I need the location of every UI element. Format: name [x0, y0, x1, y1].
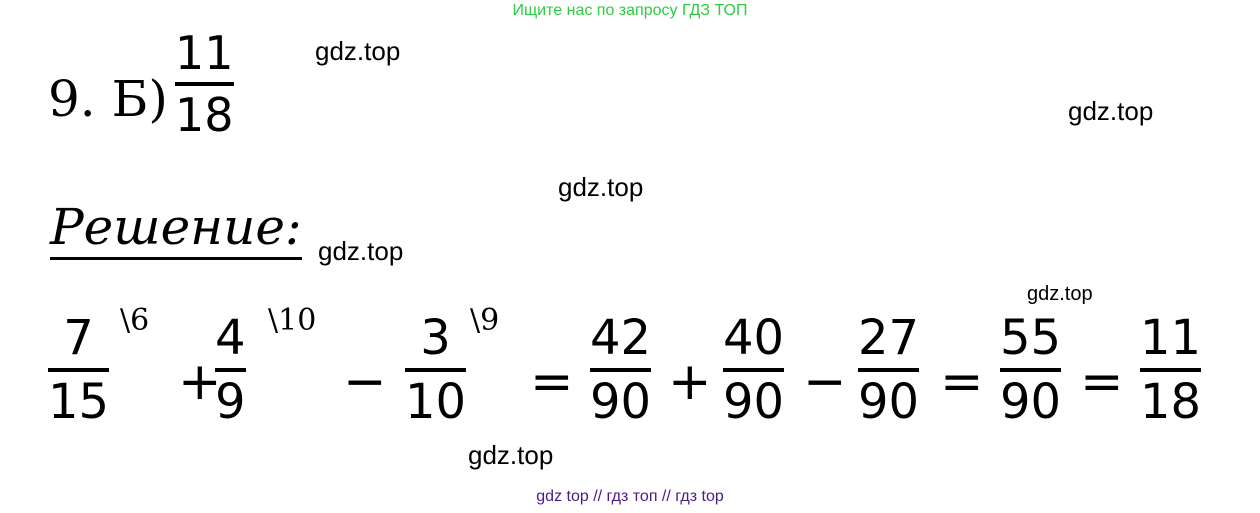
operator: +: [668, 352, 712, 412]
numerator: 7: [63, 310, 94, 366]
fraction-bar: [1140, 368, 1202, 372]
watermark: gdz.top: [1068, 96, 1154, 126]
numerator: 11: [1140, 310, 1202, 366]
denominator: 90: [723, 374, 785, 430]
answer-fraction: 11 18: [175, 30, 234, 138]
numerator: 27: [858, 310, 920, 366]
fraction: 11 18: [1140, 310, 1202, 430]
numerator: 55: [1000, 310, 1062, 366]
watermark: gdz.top: [558, 172, 644, 202]
fraction: 42 90: [590, 310, 652, 430]
fraction-bar: [858, 368, 920, 372]
operator: −: [343, 352, 387, 412]
denominator: 9: [215, 374, 246, 430]
numerator: 3: [420, 310, 451, 366]
denominator: 90: [858, 374, 920, 430]
fraction-bar: [175, 82, 234, 86]
solution-heading: Решение:: [50, 200, 302, 260]
footer-links: gdz top // гдз топ // гдз top: [536, 488, 724, 505]
extra-multiplier: \9: [470, 303, 500, 338]
fraction: 7 15: [48, 310, 110, 430]
search-banner: Ищите нас по запросу ГДЗ ТОП: [512, 2, 748, 19]
watermark: gdz.top: [318, 236, 404, 266]
fraction: 27 90: [858, 310, 920, 430]
fraction-bar: [48, 368, 110, 372]
fraction: 3 10: [405, 310, 467, 430]
operator: +: [178, 352, 222, 412]
numerator: 40: [723, 310, 785, 366]
fraction-bar: [215, 368, 246, 372]
extra-multiplier: \10: [268, 303, 317, 338]
fraction-bar: [723, 368, 785, 372]
denominator: 18: [175, 88, 234, 142]
numerator: 4: [215, 310, 246, 366]
operator: −: [803, 352, 847, 412]
denominator: 90: [1000, 374, 1062, 430]
denominator: 18: [1140, 374, 1202, 430]
operator: =: [530, 352, 574, 412]
watermark: gdz.top: [468, 440, 554, 470]
operator: =: [940, 352, 984, 412]
numerator: 11: [175, 26, 234, 80]
problem-label: 9. Б): [48, 70, 168, 128]
fraction: 55 90: [1000, 310, 1062, 430]
operator: =: [1080, 352, 1124, 412]
extra-multiplier: \6: [120, 303, 150, 338]
watermark: gdz.top: [315, 36, 401, 66]
fraction-bar: [590, 368, 652, 372]
fraction-bar: [405, 368, 467, 372]
denominator: 90: [590, 374, 652, 430]
numerator: 42: [590, 310, 652, 366]
denominator: 15: [48, 374, 110, 430]
fraction: 40 90: [723, 310, 785, 430]
denominator: 10: [405, 374, 467, 430]
fraction-bar: [1000, 368, 1062, 372]
watermark: gdz.top: [1027, 283, 1093, 305]
